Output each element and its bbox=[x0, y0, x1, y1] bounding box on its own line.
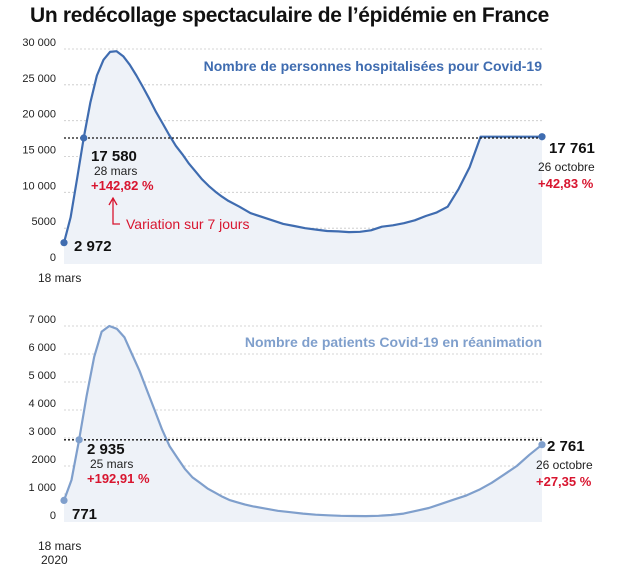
chart1-note-bracket bbox=[112, 198, 120, 225]
page-title: Un redécollage spectaculaire de l’épidém… bbox=[30, 4, 549, 27]
chart2-start-point bbox=[60, 496, 68, 505]
chart1-note: Variation sur 7 jours bbox=[126, 216, 249, 232]
chart2-ytick-label: 2000 bbox=[32, 454, 56, 466]
chart1-ref-value: 17 580 bbox=[91, 148, 137, 165]
chart2-xstart-year: 2020 bbox=[41, 553, 68, 567]
chart2-end-value: 2 761 bbox=[547, 438, 585, 455]
chart2-xstart-label: 18 mars bbox=[38, 539, 81, 553]
chart2-area bbox=[64, 326, 542, 522]
chart1-ref-date: 28 mars bbox=[94, 164, 137, 178]
chart2-ref-point bbox=[75, 436, 83, 444]
chart2-title: Nombre de patients Covid-19 en réanimati… bbox=[245, 334, 542, 350]
chart1-ytick-label: 10 000 bbox=[22, 180, 56, 192]
chart1-series-line bbox=[62, 50, 542, 243]
chart1-ytick-label: 15 000 bbox=[22, 145, 56, 157]
chart2-ref-value: 2 935 bbox=[87, 441, 125, 458]
chart1-ytick-label: 5000 bbox=[32, 216, 56, 228]
chart1-xstart-label: 18 mars bbox=[38, 271, 81, 285]
chart1-end-value: 17 761 bbox=[549, 140, 595, 157]
chart1-ytick-label: 30 000 bbox=[22, 37, 56, 49]
chart1-start-point bbox=[60, 239, 68, 247]
chart1-ytick-label: 0 bbox=[50, 252, 56, 264]
chart2-ytick-label: 6 000 bbox=[28, 342, 56, 354]
chart2-start-value: 771 bbox=[72, 506, 97, 523]
chart2-end-point bbox=[538, 441, 546, 449]
chart2-ytick-label: 0 bbox=[50, 510, 56, 522]
chart2-ytick-label: 1 000 bbox=[28, 482, 56, 494]
chart1-ref-point bbox=[80, 134, 88, 142]
chart1-area bbox=[64, 51, 542, 265]
chart2-series-line bbox=[62, 324, 543, 518]
chart1-start-value: 2 972 bbox=[74, 238, 112, 255]
chart2-end-date: 26 octobre bbox=[536, 458, 593, 472]
chart2-ytick-label: 4 000 bbox=[28, 398, 56, 410]
chart2-ytick-label: 3 000 bbox=[28, 426, 56, 438]
chart1-note-arrowhead bbox=[108, 196, 118, 206]
chart2-ytick-label: 5 000 bbox=[28, 370, 56, 382]
chart1-end-date: 26 octobre bbox=[538, 160, 595, 174]
chart2-end-change: +27,35 % bbox=[536, 474, 592, 489]
chart2-ytick-label: 7 000 bbox=[28, 314, 56, 326]
chart1-end-change: +42,83 % bbox=[538, 176, 594, 191]
chart1-end-point bbox=[538, 133, 546, 141]
chart1-ytick-label: 20 000 bbox=[22, 109, 56, 121]
chart1-ytick-label: 25 000 bbox=[22, 73, 56, 85]
chart2-ref-date: 25 mars bbox=[90, 457, 133, 471]
chart2-ref-change: +192,91 % bbox=[87, 471, 150, 486]
chart1-title: Nombre de personnes hospitalisées pour C… bbox=[204, 58, 543, 74]
chart1-ref-change: +142,82 % bbox=[91, 178, 154, 193]
